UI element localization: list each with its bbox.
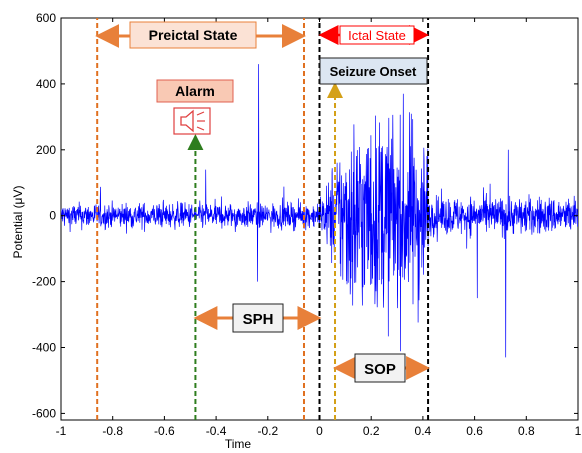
x-tick-label: 0.6 bbox=[466, 424, 483, 438]
tick-layer: -1 -0.8 -0.6 -0.4 -0.2 0 0.2 0.4 0.6 0.8 1 600 400 20… bbox=[32, 11, 582, 438]
marker-layer bbox=[96, 18, 430, 420]
x-tick-label: -0.6 bbox=[154, 424, 175, 438]
sph-box bbox=[232, 303, 284, 333]
y-tick-label: 400 bbox=[36, 77, 56, 91]
signal-segment bbox=[313, 93, 429, 352]
signal-segment bbox=[427, 149, 578, 358]
alarm-label: Alarm bbox=[175, 83, 215, 99]
sop-box bbox=[354, 353, 406, 383]
y-tick-label: 200 bbox=[36, 143, 56, 157]
x-tick-label: 0.2 bbox=[363, 424, 380, 438]
x-tick-label: -0.8 bbox=[102, 424, 123, 438]
annotation-layer: Preictal State Ictal State Alarm Seizure… bbox=[95, 21, 431, 383]
preictal-label: Preictal State bbox=[149, 27, 238, 43]
x-tick-label: 0 bbox=[316, 424, 323, 438]
ictal-box bbox=[339, 25, 415, 45]
x-tick-label: -0.2 bbox=[257, 424, 278, 438]
y-tick-label: -200 bbox=[32, 275, 56, 289]
speaker-icon bbox=[173, 107, 211, 135]
alarm-box bbox=[156, 79, 234, 103]
x-tick-label: 0.8 bbox=[518, 424, 535, 438]
preictal-box bbox=[129, 21, 257, 49]
ictal-label: Ictal State bbox=[348, 28, 406, 43]
x-axis-label: Time bbox=[225, 437, 252, 451]
seizure-onset-box bbox=[319, 57, 428, 85]
x-tick-label: 1 bbox=[575, 424, 582, 438]
y-tick-label: -400 bbox=[32, 341, 56, 355]
seizure-onset-label: Seizure Onset bbox=[330, 64, 417, 79]
x-tick-label: -0.4 bbox=[206, 424, 227, 438]
y-tick-label: 600 bbox=[36, 11, 56, 25]
y-axis-label: Potential (μV) bbox=[11, 186, 25, 259]
signal-layer bbox=[61, 64, 578, 358]
signal-segment bbox=[61, 64, 315, 282]
sop-label: SOP bbox=[364, 361, 396, 378]
sph-label: SPH bbox=[243, 311, 274, 328]
x-tick-label: -1 bbox=[56, 424, 67, 438]
x-tick-label: 0.4 bbox=[415, 424, 432, 438]
y-tick-label: 0 bbox=[49, 209, 56, 223]
y-tick-label: -600 bbox=[32, 406, 56, 420]
